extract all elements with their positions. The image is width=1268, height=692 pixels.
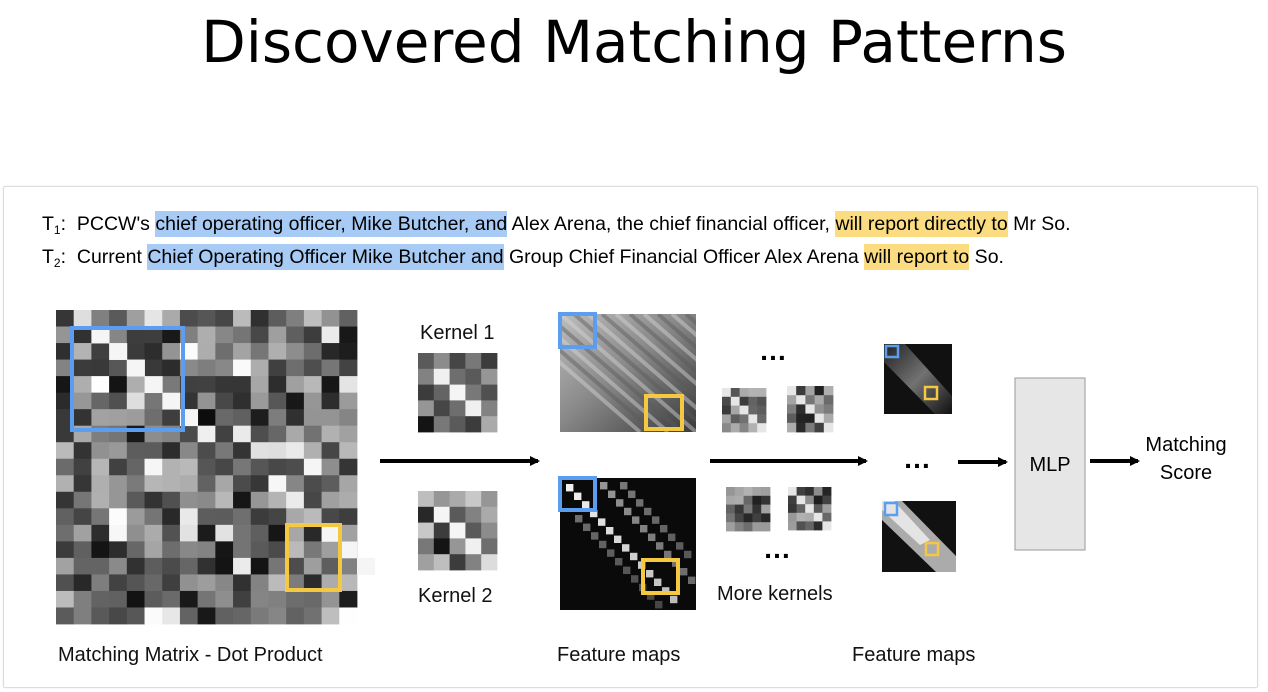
matching-score-line2: Score (1160, 462, 1212, 484)
sentence-t1-blue-highlight: chief operating officer, Mike Butcher, a… (155, 211, 508, 237)
kernel-1 (418, 353, 498, 433)
sentence-t1: T1: PCCW's chief operating officer, Mike… (42, 211, 1071, 237)
feature-map-4-yellow-box (924, 541, 940, 557)
ellipsis-bottom: … (763, 533, 791, 564)
matching-matrix (56, 310, 376, 625)
sentence-t2: T2: Current Chief Operating Officer Mike… (42, 244, 1004, 270)
sentence-t2-label: T2: (42, 246, 67, 270)
mlp-label: MLP (1029, 454, 1070, 476)
kernel-1-label: Kernel 1 (420, 322, 495, 344)
feature-map-3-blue-box (884, 344, 900, 359)
feature-map-1 (558, 312, 696, 432)
sentence-t1-part1: PCCW's (76, 213, 156, 235)
sentence-t1-part3: Mr So. (1007, 213, 1071, 235)
ellipsis-top: … (759, 335, 787, 366)
ellipsis-middle: … (903, 443, 931, 474)
more-kernels-group (722, 386, 834, 532)
feature-map-1-blue-box (558, 312, 597, 349)
sentence-t1-yellow-highlight: will report directly to (835, 211, 1008, 237)
feature-maps-label-2: Feature maps (852, 644, 975, 666)
slide-title: Discovered Matching Patterns (201, 8, 1067, 76)
sentence-t2-part3: So. (969, 246, 1004, 268)
matching-score-line1: Matching (1145, 434, 1226, 456)
feature-map-4-blue-box (883, 501, 899, 517)
feature-maps-label-1: Feature maps (557, 644, 680, 666)
sentence-t2-part1: Current (76, 246, 148, 268)
feature-map-1-yellow-box (644, 394, 684, 431)
more-kernels-label: More kernels (717, 583, 833, 605)
sentence-t2-part2: Group Chief Financial Officer Alex Arena (503, 246, 865, 268)
feature-map-2-yellow-box (641, 558, 680, 595)
feature-map-4 (882, 501, 956, 572)
mlp-box (1014, 377, 1086, 551)
sentence-t2-yellow-highlight: will report to (864, 244, 970, 270)
sentence-t1-part2: Alex Arena, the chief financial officer, (507, 213, 836, 235)
matching-matrix-label: Matching Matrix - Dot Product (58, 644, 323, 666)
matrix-blue-highlight-box (70, 326, 185, 432)
feature-map-2 (558, 476, 696, 610)
sentence-t1-label: T1: (42, 213, 67, 237)
kernel-2-label: Kernel 2 (418, 585, 493, 607)
feature-map-2-blue-box (558, 476, 597, 512)
kernel-2 (418, 491, 498, 571)
matrix-yellow-highlight-box (285, 523, 342, 592)
feature-map-3-yellow-box (923, 385, 939, 401)
sentence-t2-blue-highlight: Chief Operating Officer Mike Butcher and (147, 244, 504, 270)
feature-map-3 (884, 344, 952, 414)
